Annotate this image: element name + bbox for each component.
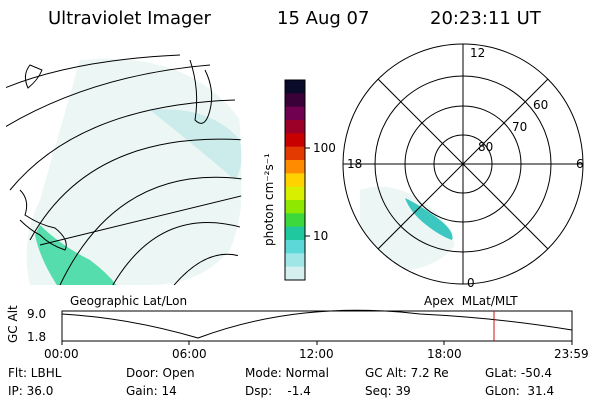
altitude-ytick-1-8: 1.8: [27, 330, 47, 344]
ip-info: IP: 36.0: [8, 384, 54, 398]
mode-info: Mode: Normal: [245, 366, 329, 380]
colorbar-frame: [284, 79, 310, 281]
lat-arc: [6, 54, 181, 91]
colorbar-segment: [285, 133, 305, 148]
altitude-curve: [61, 309, 573, 339]
polar-emission-haze: [360, 186, 455, 270]
time-label: 20:23:11 UT: [430, 8, 541, 29]
colorbar-segment: [285, 173, 305, 188]
instrument-title: Ultraviolet Imager: [48, 8, 211, 29]
mlt-label-0: 0: [467, 276, 475, 290]
mlat-label-60: 60: [533, 98, 549, 112]
colorbar-tick-100: 100: [313, 141, 336, 155]
colorbar-segment: [285, 93, 305, 108]
glat-info: GLat: -50.4: [485, 366, 552, 380]
altitude-plot: [61, 309, 573, 345]
colorbar-segment: [285, 160, 305, 174]
colorbar-tick-10: 10: [313, 229, 329, 243]
geographic-map: [6, 54, 242, 285]
colorbar-segment: [285, 186, 305, 201]
lat-arc: [109, 222, 242, 285]
polar-map: [342, 43, 584, 285]
xtick-23-59: 23:59: [554, 347, 589, 361]
colorbar-segment: [285, 240, 305, 254]
mlt-label-18: 18: [347, 157, 363, 171]
door-info: Door: Open: [126, 366, 195, 380]
polar-panel-label: Apex MLat/MLT: [424, 294, 518, 308]
xtick-18-00: 18:00: [427, 347, 462, 361]
xtick-12-00: 12:00: [299, 347, 334, 361]
lat-arc: [59, 176, 242, 285]
altitude-ylabel: GC Alt: [6, 305, 20, 343]
altitude-ytick-9: 9.0: [27, 307, 47, 321]
colorbar-segment: [285, 253, 305, 268]
colorbar-segment: [285, 106, 305, 121]
coastline: [189, 59, 213, 124]
lat-arc: [169, 253, 242, 285]
colorbar: [285, 80, 305, 281]
colorbar-segment: [285, 226, 305, 241]
colorbar-segment: [285, 213, 305, 228]
meridian-line: [39, 194, 242, 246]
dsp-info: Dsp: -1.4: [245, 384, 311, 398]
glon-info: GLon: 31.4: [485, 384, 555, 398]
colorbar-segment: [285, 200, 305, 214]
polar-emission-band: [405, 198, 453, 240]
lat-arc: [29, 138, 242, 241]
mlat-label-80: 80: [478, 140, 494, 154]
geo-panel-label: Geographic Lat/Lon: [70, 294, 188, 308]
xtick-00-00: 00:00: [44, 347, 79, 361]
coastline: [24, 64, 43, 89]
lat-arc: [6, 64, 211, 131]
mlt-label-6: 6: [576, 157, 584, 171]
xtick-06-00: 06:00: [172, 347, 207, 361]
mlat-label-70: 70: [512, 120, 528, 134]
colorbar-unit-label: photon cm⁻²s⁻¹: [262, 153, 276, 246]
colorbar-segment: [285, 266, 305, 281]
colorbar-segment: [285, 80, 305, 94]
colorbar-segment: [285, 120, 305, 134]
filter-info: Flt: LBHL: [8, 366, 62, 380]
coastline: [19, 189, 67, 251]
gc-alt-info: GC Alt: 7.2 Re: [365, 366, 449, 380]
seq-info: Seq: 39: [365, 384, 411, 398]
gain-info: Gain: 14: [126, 384, 177, 398]
colorbar-segment: [285, 146, 305, 161]
mlt-label-12: 12: [470, 46, 486, 60]
date-label: 15 Aug 07: [277, 8, 370, 29]
